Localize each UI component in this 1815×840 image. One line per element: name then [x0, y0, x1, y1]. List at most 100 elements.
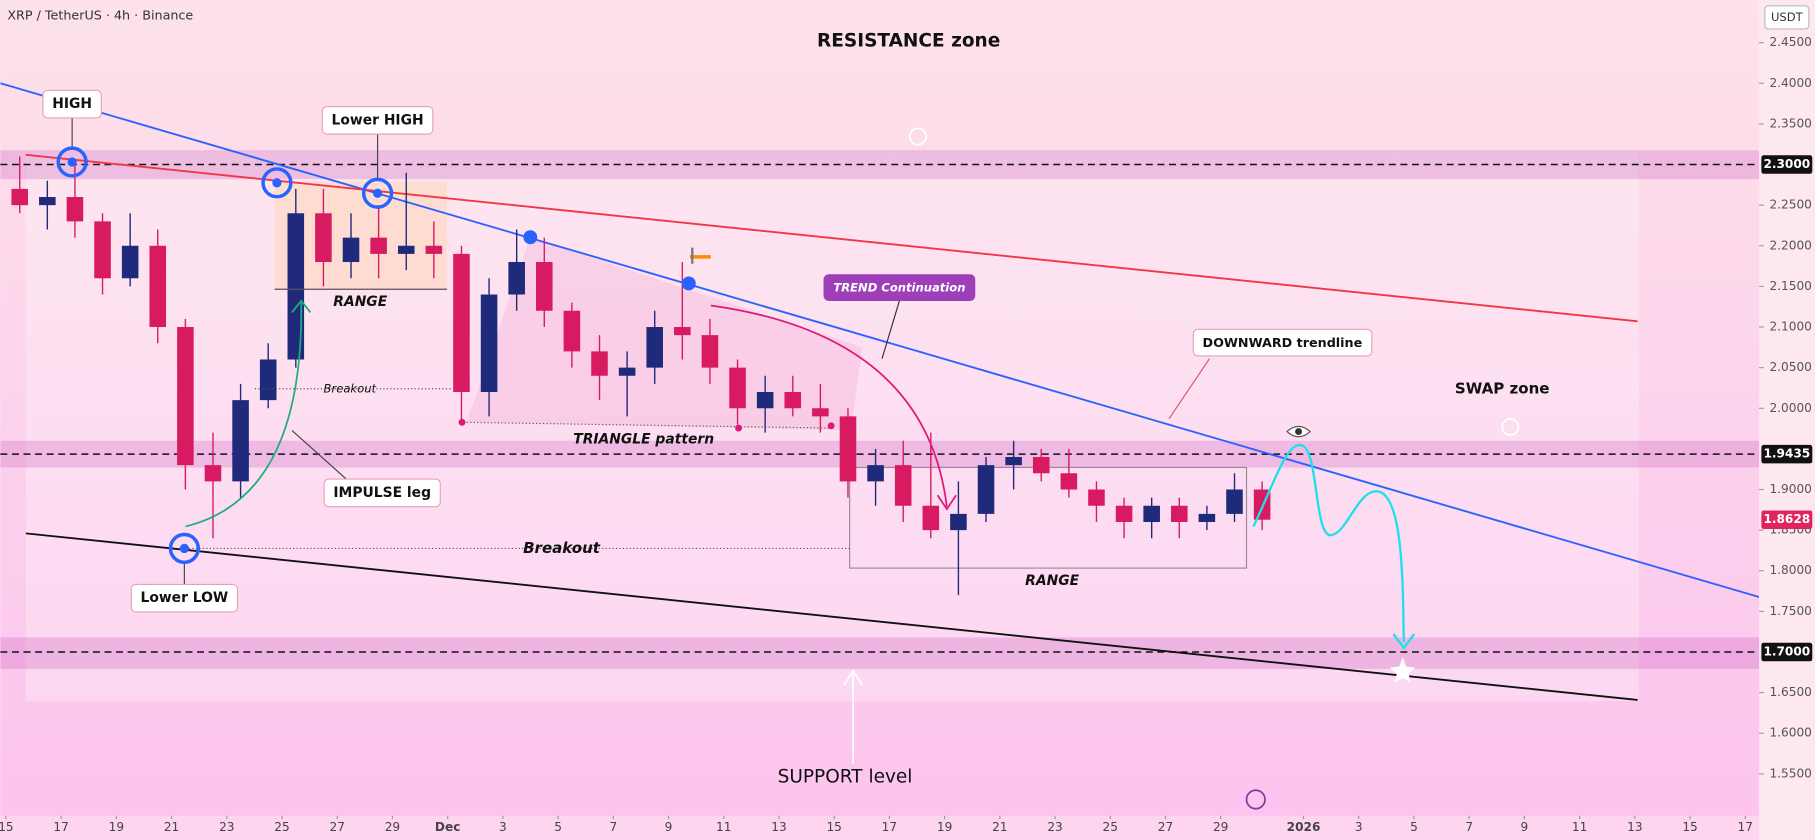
- x-tick-label: 19: [109, 820, 124, 834]
- y-tick-label: 1.8000: [1769, 563, 1811, 577]
- x-tick-label: 15: [826, 820, 841, 834]
- annotation-text: TRIANGLE pattern: [573, 432, 714, 448]
- candle-body: [1005, 457, 1022, 466]
- candle-body: [977, 465, 995, 514]
- trendline: [0, 82, 1760, 598]
- y-tick-label: 2.1000: [1769, 320, 1811, 334]
- x-tick-label: 21: [992, 820, 1007, 834]
- x-tick-label: 7: [609, 820, 617, 834]
- candle-body: [287, 213, 305, 360]
- x-tick-label: 3: [1355, 820, 1363, 834]
- price-tag: [1761, 510, 1813, 529]
- x-tick-label: Dec: [435, 820, 460, 834]
- currency-box: [1764, 5, 1810, 30]
- annotation: RANGE: [1025, 573, 1079, 589]
- x-tick-label: 11: [1572, 820, 1587, 834]
- price-axis: [1759, 0, 1815, 840]
- candle-body: [839, 416, 857, 482]
- candle-body: [1032, 457, 1050, 474]
- x-tick-label: 17: [1738, 820, 1753, 834]
- candle-body: [756, 392, 774, 409]
- candle-body: [1226, 489, 1243, 514]
- x-tick-label: 25: [1103, 820, 1118, 834]
- price-tag-label: 1.7000: [1763, 644, 1810, 658]
- candle-body: [480, 294, 498, 393]
- annotation-text: Lower LOW: [140, 590, 228, 606]
- annotation-box: [321, 105, 434, 135]
- y-tick-label: 2.2000: [1769, 238, 1811, 252]
- candle-body: [508, 262, 525, 295]
- y-tick-label: 2.3500: [1769, 116, 1811, 130]
- x-tick-label: 17: [53, 820, 68, 834]
- y-tick-label: 2.4500: [1769, 35, 1811, 49]
- annotation-text: Breakout: [523, 539, 601, 557]
- trendline: [25, 532, 1638, 701]
- annotation-text: RANGE: [1025, 573, 1079, 589]
- candle-body: [784, 392, 802, 409]
- y-tick-label: 1.6500: [1769, 685, 1811, 699]
- x-tick-label: 9: [665, 820, 673, 834]
- annotation-text: RESISTANCE zone: [817, 31, 1000, 52]
- candle-body: [1171, 505, 1188, 523]
- annotation-box: [823, 274, 976, 301]
- candle-body: [177, 327, 194, 466]
- y-tick-label: 2.0500: [1769, 360, 1811, 374]
- annotation-text: IMPULSE leg: [333, 485, 431, 501]
- annotation-box: [42, 89, 102, 119]
- annotation-box: [1192, 328, 1373, 357]
- candle-body: [536, 262, 553, 311]
- candle-body: [812, 408, 829, 417]
- candle-body: [1115, 505, 1133, 523]
- x-tick-label: 27: [330, 820, 345, 834]
- x-tick-label: 15: [1682, 820, 1697, 834]
- candle-body: [11, 188, 29, 206]
- y-tick-label: 1.9000: [1769, 482, 1811, 496]
- y-tick-label: 1.5500: [1769, 766, 1811, 780]
- candle-body: [453, 253, 470, 393]
- candle-body: [646, 327, 664, 368]
- candle-body: [922, 505, 940, 531]
- candle-body: [94, 221, 111, 279]
- time-axis: [0, 815, 1760, 840]
- x-tick-label: 17: [882, 820, 897, 834]
- annotation-text: Breakout: [324, 381, 377, 395]
- candle-body: [563, 310, 581, 352]
- annotation: TREND Continuation: [823, 274, 976, 301]
- annotation: RESISTANCE zone: [817, 31, 1000, 52]
- candle-body: [1088, 489, 1105, 506]
- annotation-box: [323, 478, 441, 508]
- candle-body: [867, 465, 884, 482]
- candle-body: [950, 513, 967, 531]
- candle-body: [674, 327, 691, 336]
- candle-body: [618, 367, 636, 376]
- x-tick-label: 7: [1465, 820, 1473, 834]
- x-tick-label: 27: [1158, 820, 1173, 834]
- annotation-text: RANGE: [333, 294, 387, 310]
- trendline: [25, 153, 1638, 323]
- y-tick-label: 2.0000: [1769, 401, 1811, 415]
- candle-body: [204, 465, 222, 482]
- x-tick-label: 21: [164, 820, 179, 834]
- candle-body: [397, 245, 415, 254]
- annotation-text: DOWNWARD trendline: [1203, 335, 1363, 350]
- price-tag: [1761, 642, 1813, 662]
- x-tick-label: 5: [1410, 820, 1418, 834]
- x-tick-label: 5: [554, 820, 562, 834]
- x-tick-label: 13: [771, 820, 786, 834]
- x-tick-label: 13: [1627, 820, 1642, 834]
- price-tag: [1761, 444, 1813, 464]
- annotation: RANGE: [333, 294, 387, 310]
- annotation: HIGH: [42, 89, 102, 119]
- annotation: DOWNWARD trendline: [1192, 328, 1373, 357]
- y-tick-label: 2.2500: [1769, 198, 1811, 212]
- annotation-box: [130, 583, 239, 613]
- x-tick-label: 2026: [1287, 820, 1321, 834]
- annotation: Lower LOW: [130, 583, 239, 613]
- annotation: TRIANGLE pattern: [573, 432, 714, 448]
- annotation-text: Lower HIGH: [332, 112, 424, 128]
- candle-body: [1143, 505, 1160, 523]
- y-tick-label: 1.7500: [1769, 604, 1811, 618]
